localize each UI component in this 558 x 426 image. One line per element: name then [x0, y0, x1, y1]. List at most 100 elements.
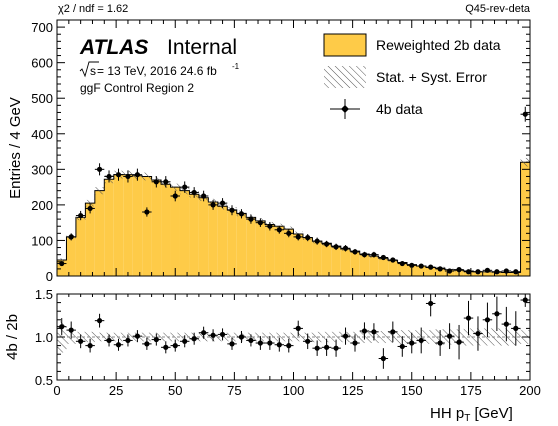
- ratio-point-marker: [210, 332, 216, 338]
- main-y-axis: 0 100 200 300 400 500 600 700: [31, 20, 530, 284]
- y-tick-label: 300: [31, 162, 53, 177]
- data-point: [217, 198, 228, 209]
- ratio-point: [463, 300, 474, 336]
- hist-bar: [378, 258, 389, 276]
- hist-bar: [321, 243, 332, 276]
- ratio-point: [198, 326, 209, 339]
- data-point-marker: [248, 216, 254, 222]
- ratio-point-marker: [68, 327, 74, 333]
- hist-bar: [265, 224, 275, 276]
- data-4b-points: [57, 106, 530, 275]
- data-point: [151, 176, 162, 188]
- ratio-point: [501, 306, 512, 342]
- ratio-point: [113, 338, 124, 351]
- hist-bar: [236, 213, 247, 276]
- ratio-point-marker: [352, 340, 358, 346]
- ratio-point: [255, 336, 266, 350]
- data-point: [378, 254, 389, 261]
- data-point: [369, 251, 379, 258]
- ratio-y-tick-label: 1.0: [35, 330, 53, 345]
- ratio-point-marker: [286, 343, 292, 349]
- data-point: [388, 257, 398, 263]
- legend-swatch-hatch: [324, 66, 366, 88]
- ratio-point-marker: [475, 330, 481, 337]
- data-point-marker: [172, 193, 178, 199]
- hist-bar: [151, 180, 162, 276]
- ratio-point: [57, 318, 67, 336]
- ratio-point: [274, 337, 285, 352]
- ratio-point: [369, 323, 379, 341]
- hist-bar: [113, 174, 124, 276]
- hist-bar: [388, 260, 398, 276]
- hist-bar: [179, 190, 190, 276]
- data-point: [407, 262, 417, 268]
- data-point: [208, 199, 218, 210]
- band-segment: [142, 172, 152, 181]
- y-tick-label: 0: [46, 269, 53, 284]
- ratio-point: [416, 327, 426, 354]
- hist-bar: [293, 234, 303, 276]
- ratio-band-segment: [170, 332, 180, 342]
- data-point: [85, 203, 95, 214]
- ratio-point: [312, 340, 322, 356]
- x-tick-label: 200: [519, 383, 541, 398]
- ratio-point: [473, 316, 483, 351]
- data-point-marker: [390, 257, 396, 263]
- data-point: [142, 207, 152, 217]
- ratio-point: [350, 334, 360, 352]
- data-point: [321, 240, 332, 248]
- ratio-point: [75, 334, 86, 349]
- data-point: [435, 266, 445, 272]
- lumi-exponent: -1: [232, 62, 240, 71]
- ratio-point-marker: [494, 311, 500, 317]
- ratio-point-marker: [522, 297, 528, 303]
- hist-bar: [482, 271, 493, 276]
- ratio-point: [444, 323, 455, 350]
- ratio-point-marker: [144, 341, 150, 347]
- band-segment: [57, 258, 67, 262]
- hist-bar: [94, 190, 105, 276]
- data-point: [293, 233, 303, 241]
- data-point-marker: [399, 260, 405, 267]
- data-point-marker: [229, 207, 235, 213]
- ratio-point-marker: [276, 342, 282, 348]
- data-point-marker: [286, 230, 292, 236]
- ratio-point: [293, 320, 303, 337]
- data-point-marker: [238, 211, 245, 217]
- data-point-marker: [210, 202, 216, 208]
- ratio-point: [265, 336, 275, 350]
- data-point: [265, 221, 275, 231]
- x-axis-title-unit: [GeV]: [470, 405, 513, 422]
- reweighted-2b-histogram: [57, 161, 530, 276]
- hist-bar: [435, 268, 445, 276]
- data-point-marker: [418, 263, 424, 269]
- data-point-marker: [191, 189, 197, 196]
- sqrt-icon: [79, 61, 99, 78]
- hist-bar: [189, 194, 199, 276]
- ratio-point: [161, 341, 171, 354]
- ratio-point-marker: [333, 345, 339, 351]
- hist-bar: [142, 176, 152, 276]
- data-point-marker: [352, 249, 358, 255]
- hist-bar: [416, 266, 426, 276]
- ratio-point: [179, 335, 190, 348]
- hist-bar: [123, 174, 133, 276]
- hist-bar: [75, 217, 86, 276]
- data-point: [340, 245, 351, 252]
- y-tick-label: 600: [31, 56, 53, 71]
- data-point-marker: [276, 227, 282, 233]
- data-point: [454, 267, 464, 273]
- hist-bar: [198, 197, 209, 276]
- ratio-point: [340, 327, 351, 345]
- ratio-point: [331, 339, 341, 357]
- hist-bar: [340, 248, 351, 276]
- data-point-marker: [494, 269, 500, 275]
- ratio-point: [104, 334, 114, 347]
- hist-bar: [170, 187, 180, 276]
- ratio-point-marker: [456, 339, 462, 345]
- ratio-point: [407, 332, 417, 354]
- ratio-point: [142, 337, 152, 350]
- data-point-marker: [134, 172, 141, 178]
- data-point: [350, 248, 360, 255]
- data-point: [501, 268, 512, 274]
